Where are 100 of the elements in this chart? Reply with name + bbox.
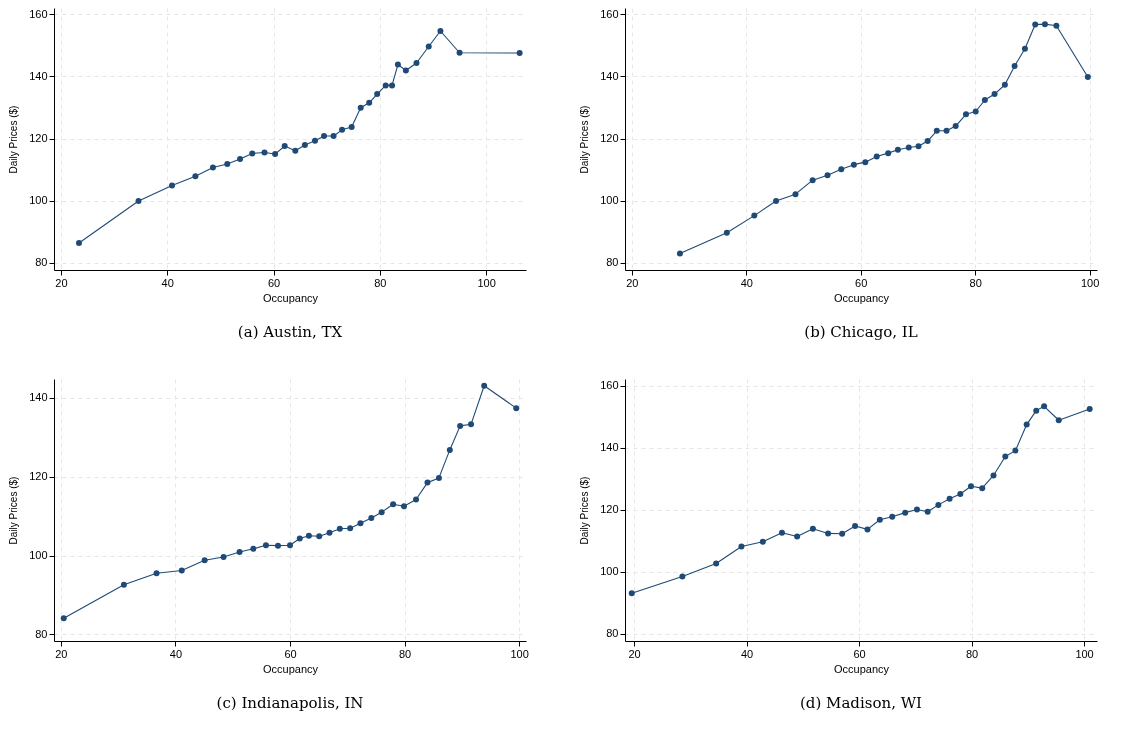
point	[135, 198, 142, 204]
point	[348, 124, 355, 131]
point	[368, 515, 375, 522]
x-axis-title: Occupancy	[262, 662, 319, 675]
x-tick-label: 100	[1075, 647, 1094, 660]
point	[446, 446, 453, 453]
point	[468, 421, 475, 428]
point	[924, 138, 931, 145]
point	[1041, 403, 1048, 410]
x-tick-label: 80	[969, 276, 982, 289]
text: (a) Austin, TX	[237, 323, 343, 341]
point	[236, 548, 243, 555]
x-tick-label: 60	[853, 647, 866, 660]
point	[262, 542, 269, 549]
point	[513, 405, 520, 412]
point	[120, 581, 127, 588]
point	[794, 533, 801, 540]
point	[1021, 45, 1028, 52]
x-tick-label: 80	[965, 647, 979, 660]
point	[311, 137, 318, 144]
x-tick-label: 60	[267, 276, 281, 289]
text: (c) Indianapolis, IN	[216, 694, 364, 712]
point	[1011, 63, 1018, 70]
x-axis-title: Occupancy	[833, 662, 890, 675]
point	[723, 229, 730, 236]
x-tick-label: 80	[398, 647, 412, 660]
point	[759, 538, 766, 545]
point	[261, 149, 268, 156]
point	[394, 61, 401, 68]
point	[374, 91, 381, 98]
point	[894, 146, 901, 153]
x-tick-label: 60	[284, 647, 297, 660]
point	[751, 212, 758, 219]
point	[862, 159, 869, 166]
y-tick-label: 140	[29, 69, 48, 82]
point	[943, 127, 950, 134]
point	[809, 525, 816, 532]
x-tick-label: 40	[169, 647, 183, 660]
point	[972, 108, 979, 115]
point	[305, 532, 312, 539]
point	[885, 150, 892, 157]
point	[382, 82, 389, 89]
y-tick-label: 80	[35, 627, 48, 640]
point	[425, 43, 432, 50]
point	[274, 542, 281, 549]
point	[178, 567, 185, 574]
point	[316, 533, 323, 540]
x-tick-label: 100	[477, 276, 496, 289]
x-tick-label: 20	[626, 276, 639, 289]
point	[456, 49, 463, 56]
point	[250, 545, 257, 552]
y-axis-title: Daily Prices ($)	[8, 105, 20, 174]
y-tick-label: 80	[35, 256, 48, 269]
x-tick-label: 60	[855, 276, 868, 289]
point	[437, 28, 444, 34]
point	[935, 501, 942, 508]
point	[435, 474, 442, 481]
point	[249, 150, 256, 157]
x-tick-label: 100	[1080, 276, 1100, 289]
point	[224, 161, 231, 168]
y-tick-label: 120	[29, 132, 48, 145]
point	[169, 182, 175, 189]
point	[913, 506, 920, 513]
point	[347, 525, 354, 532]
point	[330, 133, 337, 140]
point	[773, 198, 780, 204]
y-tick-label: 140	[600, 69, 619, 82]
point	[1033, 407, 1040, 414]
y-tick-label: 100	[29, 194, 48, 207]
point	[220, 554, 227, 561]
point	[1002, 453, 1009, 460]
point	[413, 496, 420, 503]
x-tick-label: 20	[55, 276, 68, 289]
y-tick-label: 160	[600, 379, 619, 392]
y-tick-label: 100	[600, 194, 619, 207]
point	[825, 530, 832, 537]
point	[924, 508, 931, 515]
y-tick-label: 120	[600, 503, 619, 516]
point	[287, 542, 293, 549]
y-axis-title: Daily Prices ($)	[579, 476, 591, 545]
point	[192, 173, 199, 180]
y-tick-label: 140	[29, 391, 48, 404]
x-tick-label: 80	[374, 276, 387, 289]
point	[424, 479, 431, 486]
point	[864, 526, 871, 533]
point	[389, 82, 396, 89]
point	[1053, 22, 1060, 29]
x-tick-label: 40	[740, 276, 753, 289]
point	[713, 560, 720, 567]
point	[809, 177, 816, 184]
x-tick-label: 20	[628, 647, 641, 660]
point	[296, 535, 303, 542]
point	[873, 153, 880, 160]
point	[1032, 21, 1039, 28]
point	[838, 166, 845, 173]
point	[957, 491, 964, 498]
point	[676, 250, 683, 257]
point	[902, 509, 909, 516]
point	[990, 472, 997, 479]
point	[981, 97, 988, 103]
